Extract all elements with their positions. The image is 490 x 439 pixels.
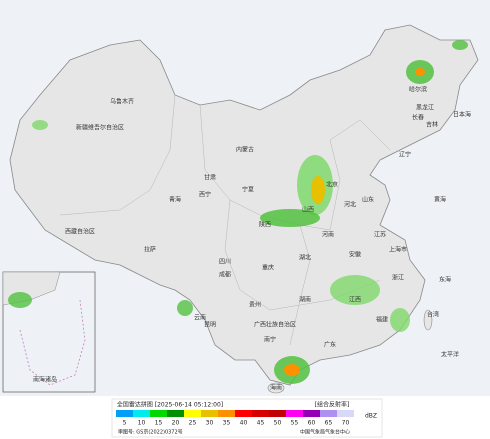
legend-label: 25 <box>189 420 197 427</box>
color-swatch <box>320 410 337 417</box>
legend-label: 20 <box>172 420 180 427</box>
echo <box>177 300 193 316</box>
color-swatch <box>286 410 303 417</box>
legend-label: 40 <box>240 420 248 427</box>
colorbar: 5 10 15 20 25 30 35 40 45 50 55 60 65 70 <box>116 410 354 427</box>
legend-label: 15 <box>155 420 163 427</box>
place-label: 太平洋 <box>441 351 459 359</box>
place-label: 江西 <box>349 297 361 304</box>
place-label: 江苏 <box>374 231 386 239</box>
dashed-line <box>19 299 86 386</box>
color-swatch <box>167 410 184 417</box>
echo <box>452 40 468 50</box>
echo <box>330 275 380 305</box>
legend-label: 70 <box>342 420 350 427</box>
legend-label: 45 <box>257 420 265 427</box>
place-label: 青海 <box>169 196 181 204</box>
legend-label: 50 <box>274 420 282 427</box>
place-label: 陕西 <box>259 221 271 229</box>
color-swatch <box>337 410 354 417</box>
place-label: 湖南 <box>299 296 311 304</box>
legend-unit: dBZ <box>365 413 377 420</box>
place-label: 北京 <box>326 181 338 189</box>
place-label: 甘肃 <box>204 174 216 182</box>
place-label: 山西 <box>302 206 314 214</box>
place-label: 乌鲁木齐 <box>110 98 134 106</box>
place-label: 辽宁 <box>399 151 411 159</box>
province-borders <box>59 94 391 346</box>
place-label: 湖北 <box>299 254 311 262</box>
approval: 审图号: GS京(2022)0372号 <box>118 429 183 436</box>
legend-label: 60 <box>308 420 316 427</box>
south-china-sea-inset <box>2 271 96 393</box>
color-swatch <box>116 410 133 417</box>
color-swatch <box>184 410 201 417</box>
place-label: 云南 <box>194 314 206 322</box>
place-label: 安徽 <box>349 251 361 259</box>
echo <box>390 308 410 332</box>
place-label: 拉萨 <box>144 246 156 254</box>
place-label: 广西壮族自治区 <box>254 321 296 329</box>
source: 中国气象局气象台中心 <box>300 429 350 436</box>
island <box>423 309 433 331</box>
place-label: 广东 <box>324 341 336 349</box>
echo <box>284 364 300 376</box>
legend-label: 30 <box>206 420 214 427</box>
legend-product: [组合反射率] <box>315 401 350 409</box>
place-label: 福建 <box>376 316 388 324</box>
color-swatch <box>218 410 235 417</box>
place-label: 东海 <box>439 276 451 284</box>
place-label: 河北 <box>344 201 356 209</box>
legend-label: 35 <box>223 420 231 427</box>
color-swatch <box>303 410 320 417</box>
place-label: 昆明 <box>204 322 216 329</box>
place-label: 日本海 <box>453 111 471 119</box>
place-label: 宁夏 <box>242 186 254 194</box>
legend-label: 5 <box>123 420 127 427</box>
island <box>267 382 285 394</box>
legend-panel <box>111 398 383 438</box>
echo <box>260 209 320 227</box>
color-swatch <box>235 410 252 417</box>
place-label: 黑龙江 <box>416 104 434 112</box>
radar-echoes <box>32 40 468 384</box>
place-label: 海南 <box>270 384 282 392</box>
legend-title: 全国雷达拼图 [2025-06-14 05:12:00] <box>117 401 223 409</box>
place-label: 河南 <box>322 231 334 239</box>
place-label: 内蒙古 <box>236 146 254 154</box>
place-label: 浙江 <box>392 274 404 282</box>
color-swatch <box>201 410 218 417</box>
color-swatch <box>269 410 286 417</box>
place-label: 黄海 <box>434 196 446 204</box>
echo <box>32 120 48 130</box>
place-label: 南宁 <box>264 336 276 344</box>
place-label: 四川 <box>219 259 231 266</box>
legend-label: 10 <box>138 420 146 427</box>
place-label: 西宁 <box>199 191 211 199</box>
color-swatch <box>252 410 269 417</box>
legend-label: 55 <box>291 420 299 427</box>
place-label: 重庆 <box>262 264 274 272</box>
place-label: 上海市 <box>389 246 407 254</box>
place-label: 西藏自治区 <box>65 228 95 236</box>
place-label: 新疆维吾尔自治区 <box>76 124 124 132</box>
place-label: 台湾 <box>427 311 439 319</box>
place-label: 长春 <box>412 114 424 122</box>
color-swatch <box>133 410 150 417</box>
echo <box>8 292 32 308</box>
place-label: 贵州 <box>249 301 261 309</box>
color-swatch <box>150 410 167 417</box>
echo <box>311 176 325 204</box>
place-label: 南海诸岛 <box>33 376 57 384</box>
place-label: 吉林 <box>426 121 438 129</box>
place-label: 成都 <box>219 271 231 279</box>
echo <box>415 68 425 76</box>
place-label: 山东 <box>362 196 374 204</box>
legend-label: 65 <box>325 420 333 427</box>
place-label: 哈尔滨 <box>409 86 427 94</box>
